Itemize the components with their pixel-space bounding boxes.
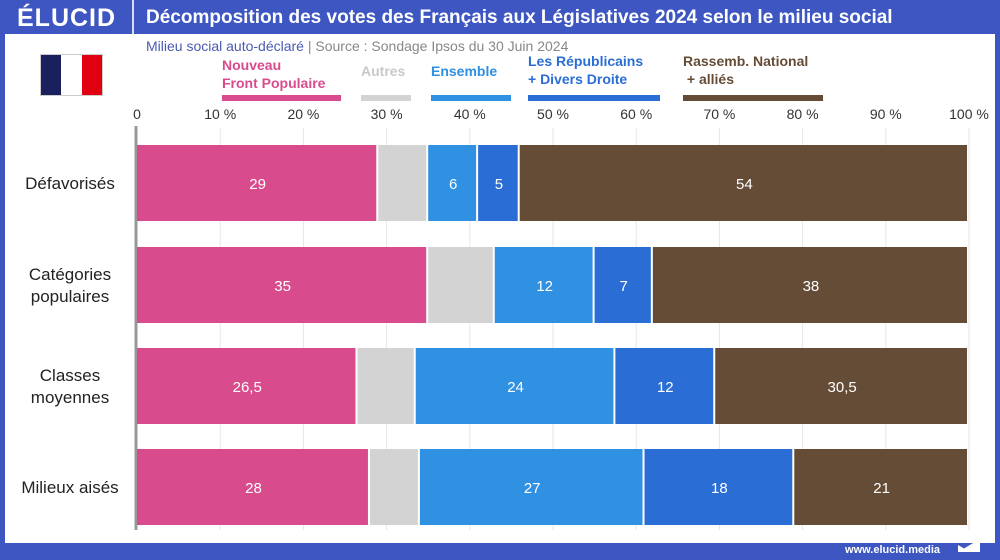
x-tick-label: 80 %: [787, 106, 819, 122]
x-tick-label: 0: [133, 106, 141, 122]
france-flag-icon: [40, 54, 103, 96]
data-label: 29: [249, 176, 266, 193]
bar-segment: [428, 247, 493, 323]
bar-segment: [415, 348, 614, 424]
category-label: moyennes: [31, 388, 109, 407]
x-tick-label: 50 %: [537, 106, 569, 122]
chart-title: Décomposition des votes des Français aux…: [146, 7, 893, 28]
bar-segment: [494, 247, 593, 323]
legend-swatch: [431, 95, 511, 101]
elucid-logo-icon: [958, 539, 980, 552]
x-tick-label: 10 %: [204, 106, 236, 122]
data-label: 38: [803, 278, 820, 295]
bar-segment: [615, 348, 714, 424]
x-tick-label: 40 %: [454, 106, 486, 122]
data-label: 30,5: [828, 379, 857, 396]
legend-line: Autres: [361, 63, 406, 79]
data-label: 12: [536, 278, 553, 295]
data-label: 21: [873, 480, 890, 497]
legend-line: + Divers Droite: [528, 71, 628, 87]
header-divider: [132, 0, 134, 34]
header: ÉLUCID Décomposition des votes des Franç…: [0, 0, 1000, 34]
x-tick-label: 70 %: [703, 106, 735, 122]
footer-url: www.elucid.media: [845, 544, 940, 556]
bar-segment: [794, 449, 967, 525]
bar-segment: [519, 145, 967, 221]
data-label: 5: [495, 176, 503, 193]
data-label: 27: [524, 480, 541, 497]
data-label: 35: [274, 278, 291, 295]
legend-item-label: Ensemble: [431, 62, 497, 80]
category-label: Classes: [40, 366, 100, 385]
x-tick-label: 100 %: [949, 106, 989, 122]
data-label: 12: [657, 379, 674, 396]
subtitle-scope: Milieu social auto-déclaré: [146, 38, 304, 54]
legend-line: Nouveau: [222, 57, 282, 73]
bar-segment: [594, 247, 651, 323]
legend-line: Rassemb. National: [683, 53, 809, 69]
category-label: Défavorisés: [25, 174, 115, 193]
legend-item-label: Nouveau Front Populaire: [222, 56, 325, 92]
x-tick-label: 60 %: [620, 106, 652, 122]
data-label: 26,5: [233, 379, 262, 396]
data-label: 24: [507, 379, 524, 396]
legend-item-label: Rassemb. National + alliés: [683, 52, 808, 88]
data-label: 7: [620, 278, 628, 295]
bar-segment: [137, 449, 368, 525]
legend-swatch: [222, 95, 341, 101]
bar-segment: [419, 449, 643, 525]
legend-line: Les Républicains: [528, 53, 644, 69]
bar-segment: [378, 145, 427, 221]
legend-line: Front Populaire: [222, 75, 326, 91]
logo: ÉLUCID: [17, 4, 117, 32]
bar-segment: [369, 449, 418, 525]
bar-segment: [357, 348, 414, 424]
legend-item-label: Autres: [361, 62, 405, 80]
category-label: Milieux aisés: [21, 478, 118, 497]
legend-line: Ensemble: [431, 63, 498, 79]
category-label: Catégories: [29, 265, 111, 284]
subtitle-source: Source : Sondage Ipsos du 30 Juin 2024: [315, 38, 569, 54]
legend-swatch: [528, 95, 660, 101]
x-tick-label: 90 %: [870, 106, 902, 122]
bar-segment: [428, 145, 477, 221]
bar-segment: [478, 145, 518, 221]
data-label: 28: [245, 480, 262, 497]
bar-segment: [137, 348, 356, 424]
legend-swatch: [683, 95, 823, 101]
data-label: 54: [736, 176, 753, 193]
bar-segment: [715, 348, 967, 424]
bar-segment: [652, 247, 967, 323]
data-label: 18: [711, 480, 728, 497]
x-tick-label: 30 %: [371, 106, 403, 122]
legend-item-label: Les Républicains + Divers Droite: [528, 52, 643, 88]
legend-swatch: [361, 95, 411, 101]
bar-segment: [644, 449, 793, 525]
data-label: 6: [449, 176, 457, 193]
bar-segment: [137, 145, 377, 221]
legend-line: + alliés: [683, 71, 734, 87]
bar-segment: [137, 247, 427, 323]
category-label: populaires: [31, 287, 109, 306]
x-tick-label: 20 %: [287, 106, 319, 122]
subtitle-separator: |: [303, 38, 316, 54]
subtitle: Milieu social auto-déclaré | Source : So…: [146, 38, 568, 54]
